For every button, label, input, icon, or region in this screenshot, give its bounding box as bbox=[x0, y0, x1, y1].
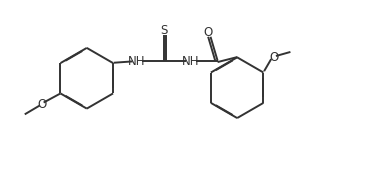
Text: NH: NH bbox=[128, 55, 146, 68]
Text: NH: NH bbox=[182, 55, 200, 68]
Text: O: O bbox=[269, 51, 278, 64]
Text: O: O bbox=[37, 98, 47, 111]
Text: O: O bbox=[203, 26, 213, 39]
Text: S: S bbox=[160, 23, 167, 37]
